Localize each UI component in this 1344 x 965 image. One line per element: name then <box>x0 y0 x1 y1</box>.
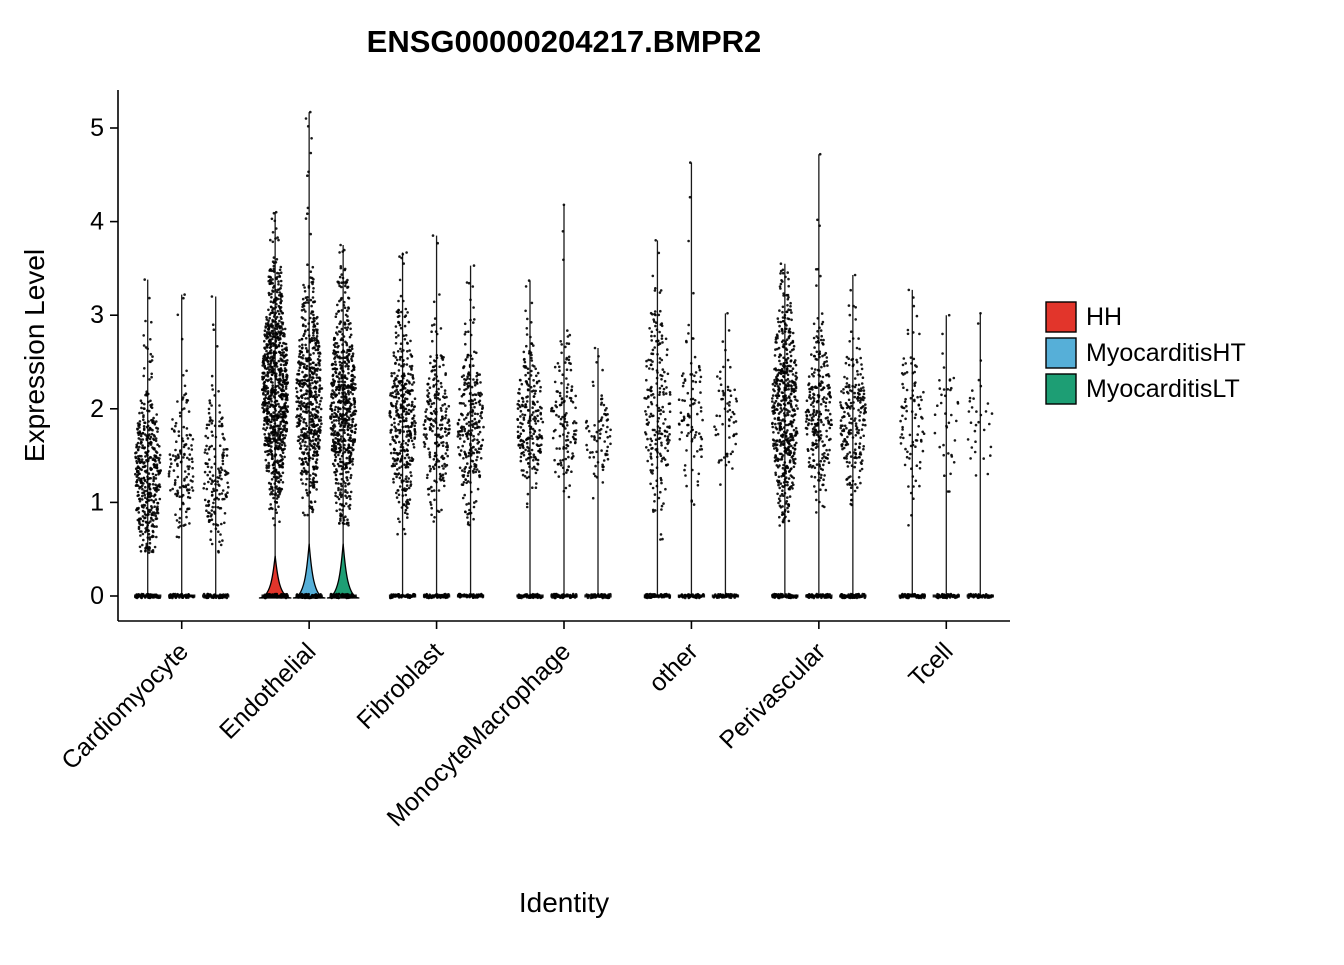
legend-label: HH <box>1086 303 1122 331</box>
legend-item-myocarditislt <box>1046 374 1076 404</box>
legend-swatch <box>1046 302 1076 332</box>
legend-swatch <box>1046 374 1076 404</box>
x-axis-label: Identity <box>519 887 609 918</box>
y-tick-label: 4 <box>90 208 104 236</box>
legend-item-hh <box>1046 302 1076 332</box>
chart-title: ENSG00000204217.BMPR2 <box>367 24 762 59</box>
y-axis-label: Expression Level <box>19 249 50 462</box>
y-tick-label: 3 <box>90 301 104 329</box>
legend-label: MyocarditisLT <box>1086 375 1240 403</box>
legend-label: MyocarditisHT <box>1086 339 1246 367</box>
legend <box>1046 302 1076 404</box>
legend-swatch <box>1046 338 1076 368</box>
y-tick-label: 2 <box>90 395 104 423</box>
legend-item-myocarditisht <box>1046 338 1076 368</box>
y-tick-label: 5 <box>90 114 104 142</box>
y-tick-label: 0 <box>90 582 104 610</box>
y-tick-label: 1 <box>90 488 104 516</box>
